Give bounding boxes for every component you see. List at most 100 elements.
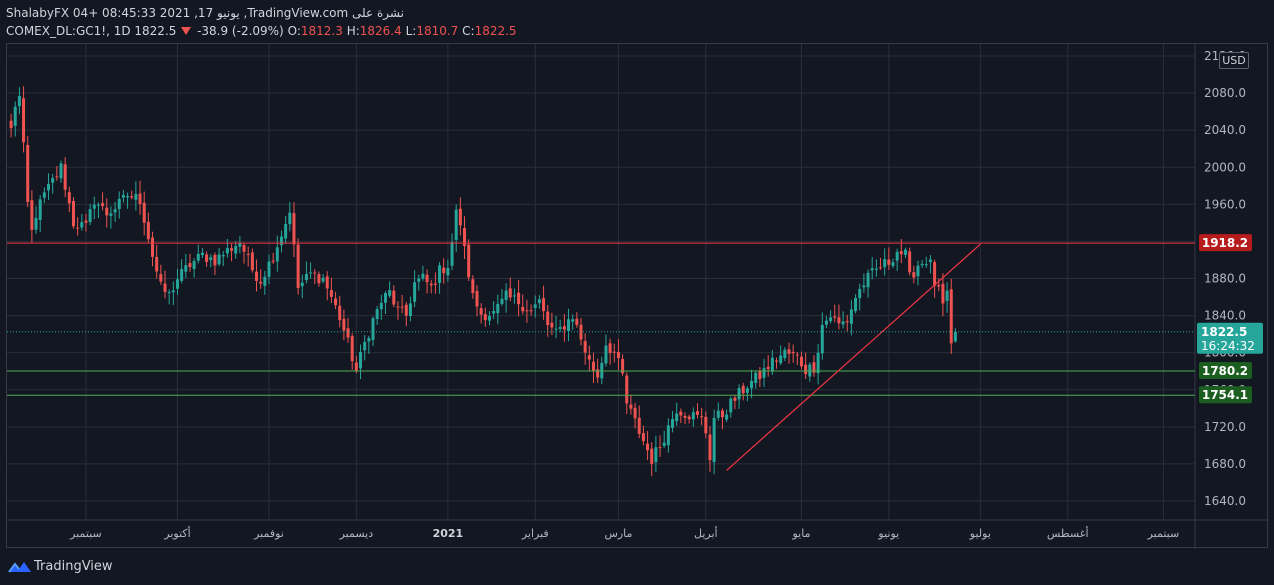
candle-body: [376, 309, 379, 319]
candle-body: [941, 284, 944, 304]
candle-body: [126, 196, 129, 197]
support-2-price-label: 1754.1: [1202, 388, 1248, 402]
price-axis-label: 1880.0: [1204, 272, 1246, 286]
candle-body: [426, 275, 429, 282]
high-value: 1826.4: [360, 24, 402, 38]
open-value: 1812.3: [301, 24, 343, 38]
candle-body: [396, 307, 399, 308]
time-axis-label: سبتمبر: [1147, 527, 1180, 540]
time-axis-label: مارس: [604, 527, 632, 540]
candle-body: [700, 416, 703, 417]
candle-body: [193, 261, 196, 269]
tradingview-brand[interactable]: TradingView: [34, 559, 113, 574]
candle-body: [821, 325, 824, 353]
candle-body: [542, 298, 545, 311]
candle-body: [114, 209, 117, 212]
candle-body: [168, 292, 171, 293]
candle-body: [122, 195, 125, 198]
candle-body: [871, 268, 874, 270]
candle-body: [80, 222, 83, 227]
candle-body: [525, 310, 528, 311]
candle-body: [779, 355, 782, 363]
candle-body: [634, 408, 637, 418]
candle-body: [76, 228, 79, 229]
time-axis-label: أكتوبر: [163, 526, 190, 540]
candle-body: [330, 290, 333, 297]
candle-body: [143, 203, 146, 223]
candle-body: [105, 208, 108, 216]
candle-body: [642, 433, 645, 441]
candle-body: [929, 259, 932, 262]
tradingview-logo-icon[interactable]: [8, 559, 32, 575]
candle-body: [118, 199, 121, 209]
candle-body: [584, 341, 587, 353]
candle-body: [692, 412, 695, 419]
chart-panel[interactable]: 1640.01680.01720.01760.01800.01840.01880…: [6, 43, 1268, 548]
currency-badge[interactable]: USD: [1219, 52, 1249, 69]
candle-body: [213, 255, 216, 265]
candle-body: [950, 289, 953, 343]
candle-body: [763, 368, 766, 378]
candle-body: [854, 298, 857, 311]
candle-body: [767, 367, 770, 369]
candle-body: [788, 349, 791, 354]
candle-body: [575, 319, 578, 325]
candle-body: [609, 343, 612, 353]
symbol-label[interactable]: COMEX_DL:GC1!, 1D: [6, 24, 131, 38]
candle-body: [322, 278, 325, 282]
candle-body: [538, 299, 541, 303]
candle-body: [326, 276, 329, 288]
candle-body: [862, 286, 865, 288]
candle-body: [750, 381, 753, 388]
candle-body: [297, 245, 300, 289]
candle-body: [559, 327, 562, 329]
candle-body: [234, 246, 237, 253]
candle-body: [130, 196, 133, 197]
candle-body: [72, 201, 75, 226]
candle-body: [817, 353, 820, 373]
candle-body: [925, 264, 928, 265]
candle-body: [879, 267, 882, 268]
candle-body: [14, 107, 17, 126]
candle-body: [517, 293, 520, 304]
candle-body: [288, 213, 291, 224]
candle-body: [313, 273, 316, 274]
candle-body: [442, 268, 445, 274]
time-axis-label: يونيو: [877, 527, 899, 540]
candle-body: [68, 192, 71, 203]
time-axis-label: يوليو: [969, 527, 991, 540]
candle-body: [26, 145, 29, 202]
candle-body: [101, 203, 104, 206]
candle-body: [900, 251, 903, 254]
candle-body: [646, 444, 649, 451]
footer: TradingView: [0, 550, 1274, 585]
last-price-value: 1822.5: [134, 24, 176, 38]
candle-body: [775, 361, 778, 362]
candle-body: [688, 417, 691, 420]
candle-body: [696, 411, 699, 415]
candle-body: [567, 319, 570, 331]
candle-body: [109, 213, 112, 215]
candle-body: [933, 262, 936, 286]
candle-body: [201, 253, 204, 255]
candle-body: [509, 288, 512, 297]
candle-body: [430, 284, 433, 286]
candle-body: [534, 304, 537, 308]
time-axis-label: سبتمبر: [69, 527, 102, 540]
candle-body: [134, 194, 137, 200]
candle-body: [721, 411, 724, 418]
bar-countdown-label: 16:24:32: [1201, 339, 1255, 353]
candle-body: [471, 279, 474, 293]
candle-body: [438, 265, 441, 282]
candle-body: [684, 416, 687, 418]
price-axis-label: 2000.0: [1204, 160, 1246, 174]
candle-body: [64, 164, 67, 189]
candle-body: [725, 414, 728, 419]
time-axis-label: نوفمبر: [253, 527, 284, 540]
candle-body: [708, 434, 711, 460]
low-label: L:: [406, 24, 417, 38]
price-chart[interactable]: 1640.01680.01720.01760.01800.01840.01880…: [7, 44, 1269, 549]
candle-body: [530, 310, 533, 311]
candle-body: [796, 355, 799, 356]
candle-body: [363, 342, 366, 350]
